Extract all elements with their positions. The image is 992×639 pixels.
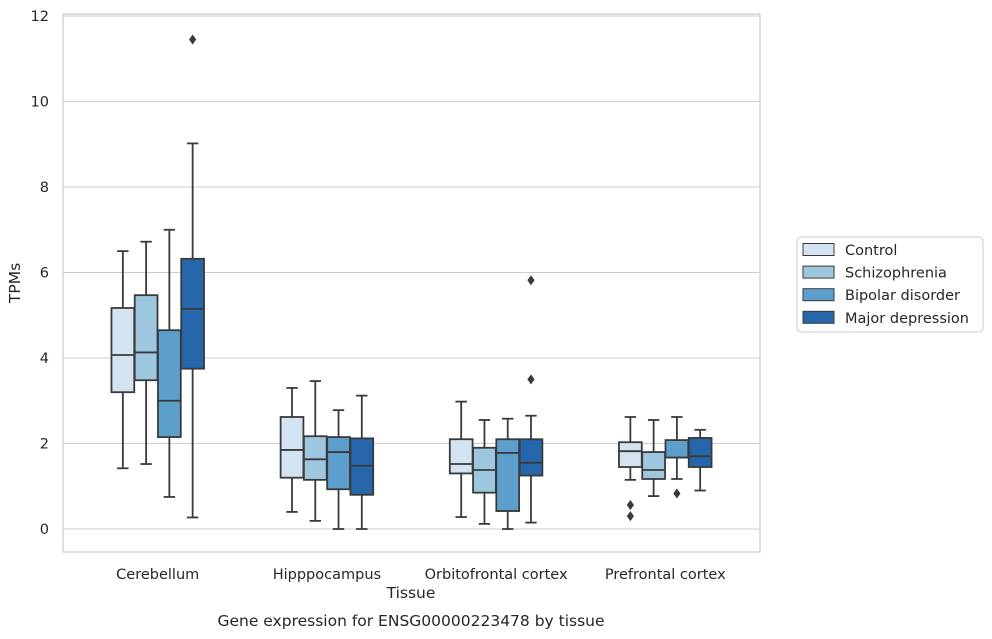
box-body bbox=[618, 441, 643, 468]
boxes-layer bbox=[110, 34, 713, 530]
box-0-0 bbox=[110, 250, 136, 470]
box-body bbox=[180, 257, 205, 370]
box-2-1 bbox=[472, 419, 497, 525]
legend-frame bbox=[796, 236, 984, 333]
legend-swatch bbox=[802, 265, 835, 279]
box-body bbox=[641, 451, 666, 480]
box-3-3 bbox=[687, 428, 713, 492]
y-tick-label: 10 bbox=[31, 95, 49, 111]
box-3-2 bbox=[664, 416, 690, 499]
legend-swatch bbox=[802, 243, 835, 256]
y-tick-labels: 0 2 4 6 8 10 12 bbox=[31, 9, 49, 538]
outlier-point bbox=[626, 511, 634, 522]
legend-swatch bbox=[802, 310, 835, 324]
x-tick-label: Cerebellum bbox=[116, 567, 199, 583]
y-tick-label: 12 bbox=[31, 9, 49, 25]
legend-swatch bbox=[802, 288, 835, 302]
legend-label: Major depression bbox=[845, 311, 969, 327]
box-body bbox=[110, 307, 136, 394]
box-2-0 bbox=[448, 400, 474, 518]
x-tick-label: Orbitofrontal cortex bbox=[425, 567, 568, 583]
x-tick-labels: Cerebellum Hipppocampus Orbitofrontal cort… bbox=[116, 567, 726, 583]
outlier-point bbox=[673, 488, 681, 499]
box-body bbox=[518, 438, 544, 477]
box-3-1 bbox=[641, 419, 666, 497]
box-body bbox=[279, 416, 305, 479]
box-2-3 bbox=[518, 275, 544, 524]
legend-label: Control bbox=[845, 243, 897, 259]
legend: Control Schizophrenia Bipolar disorder Majo… bbox=[796, 236, 984, 333]
y-tick-label: 0 bbox=[40, 522, 49, 538]
y-tick-label: 2 bbox=[40, 437, 49, 453]
box-2-2 bbox=[495, 417, 521, 530]
box-body bbox=[326, 436, 351, 491]
chart-caption: Gene expression for ENSG00000223478 by t… bbox=[217, 612, 604, 630]
plot-frame bbox=[62, 13, 761, 553]
box-0-3 bbox=[180, 34, 205, 519]
y-tick-label: 8 bbox=[40, 180, 49, 196]
box-body bbox=[448, 438, 474, 475]
box-1-2 bbox=[326, 409, 351, 530]
outlier-point bbox=[527, 275, 535, 286]
legend-label: Bipolar disorder bbox=[845, 288, 960, 304]
y-tick-label: 6 bbox=[40, 266, 49, 282]
outlier-point bbox=[189, 34, 197, 45]
box-body bbox=[157, 329, 182, 438]
box-1-0 bbox=[279, 387, 305, 513]
y-axis-label: TPMs bbox=[6, 263, 24, 304]
box-body bbox=[302, 435, 328, 481]
outlier-point bbox=[626, 500, 634, 511]
y-tick-label: 4 bbox=[40, 351, 49, 367]
x-tick-label: Hipppocampus bbox=[273, 567, 381, 583]
box-1-1 bbox=[302, 380, 328, 522]
box-1-3 bbox=[349, 394, 375, 530]
x-tick-label: Prefrontal cortex bbox=[605, 567, 726, 583]
x-axis-label: Tissue bbox=[386, 584, 436, 602]
box-3-0 bbox=[618, 416, 643, 522]
box-body bbox=[664, 439, 690, 459]
box-body bbox=[495, 438, 521, 512]
box-body bbox=[687, 437, 713, 468]
legend-label: Schizophrenia bbox=[845, 266, 947, 282]
box-body bbox=[133, 294, 159, 382]
box-0-2 bbox=[157, 228, 182, 498]
outlier-point bbox=[527, 374, 535, 385]
box-0-1 bbox=[133, 240, 159, 465]
